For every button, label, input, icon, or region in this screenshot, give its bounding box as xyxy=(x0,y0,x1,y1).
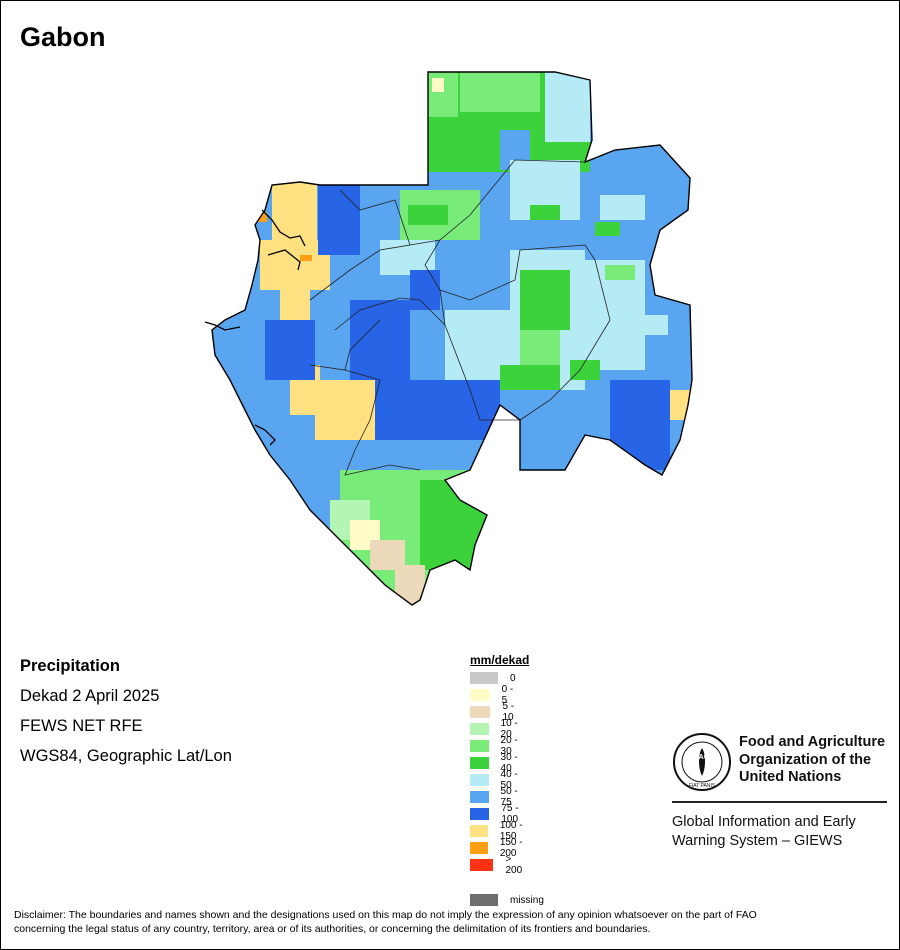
fao-logo-motto: FIAT PANIS xyxy=(689,783,716,789)
rainfall-75-100 xyxy=(318,185,360,255)
legend-label: 30 - 40 xyxy=(500,752,518,774)
legend-swatch xyxy=(470,859,494,871)
legend-item: 0 xyxy=(470,671,516,685)
map-title: Gabon xyxy=(20,22,106,52)
legend-label: 0 - 5 xyxy=(501,684,514,706)
legend-item: 75 - 100 xyxy=(470,803,527,825)
province-boundaries xyxy=(309,159,611,476)
legend-label: missing xyxy=(510,894,544,906)
rainfall-30-40 xyxy=(408,205,448,225)
legend-swatch xyxy=(470,791,489,803)
rainfall-40-50 xyxy=(628,315,668,335)
province-boundary xyxy=(409,159,586,246)
fao-name-line: Organization of the xyxy=(739,751,872,768)
period-label: Dekad 2 April 2025 xyxy=(20,687,160,705)
fao-name-line: United Nations xyxy=(739,769,842,785)
legend-item: 50 - 75 xyxy=(470,786,521,808)
rainfall-20-30 xyxy=(520,330,560,370)
coastline-details xyxy=(204,209,306,446)
legend-item: 100 - 150 xyxy=(470,820,527,842)
rainfall-75-100 xyxy=(375,380,500,440)
legend-label: 20 - 30 xyxy=(500,735,518,757)
legend-item: 20 - 30 xyxy=(470,735,521,757)
legend-swatch xyxy=(470,808,490,820)
rainfall-100-150 xyxy=(670,390,690,420)
rainfall-30-40 xyxy=(520,270,570,330)
rainfall-100-150 xyxy=(272,180,317,240)
disclaimer: Disclaimer: The boundaries and names sho… xyxy=(14,908,889,936)
source-label: FEWS NET RFE xyxy=(20,717,143,735)
province-boundary xyxy=(439,244,596,301)
legend-item: > 200 xyxy=(470,854,527,876)
giews-line: Warning System – GIEWS xyxy=(672,833,843,849)
legend-swatch xyxy=(470,757,489,769)
rainfall-40-50 xyxy=(600,195,645,220)
province-boundary xyxy=(519,259,611,421)
rainfall-20-30 xyxy=(460,72,540,112)
province-boundary xyxy=(334,239,446,331)
legend-label: 75 - 100 xyxy=(501,803,519,825)
legend-swatch xyxy=(470,894,498,906)
rainfall-150-200 xyxy=(300,255,312,261)
legend-item: 5 - 10 xyxy=(470,701,521,723)
rainfall-100-150 xyxy=(315,380,375,440)
legend-swatch xyxy=(470,842,488,854)
giews-name: Global Information and Early Warning Sys… xyxy=(672,813,856,851)
province-boundary xyxy=(344,369,421,476)
rainfall-20-30 xyxy=(605,265,635,280)
rainfall-40-50 xyxy=(545,72,590,142)
legend-swatch xyxy=(470,825,488,837)
legend-label: 10 - 20 xyxy=(500,718,518,740)
rainfall-100-150 xyxy=(280,290,310,325)
rainfall-75-100 xyxy=(610,380,670,470)
legend-swatch xyxy=(470,740,489,752)
legend-item: 30 - 40 xyxy=(470,752,521,774)
legend-title: mm/dekad xyxy=(470,653,530,667)
giews-line: Global Information and Early xyxy=(672,814,856,830)
rainfall-grid xyxy=(212,72,692,605)
legend-label: 100 - 150 xyxy=(499,820,523,842)
fao-logo: FAO FIAT PANIS xyxy=(673,733,731,791)
legend-label: 0 xyxy=(510,672,516,684)
legend-item: 0 - 5 xyxy=(470,684,516,706)
legend-swatch xyxy=(470,774,489,786)
province-boundary xyxy=(309,319,381,371)
legend-item: 150 - 200 xyxy=(470,837,527,859)
rainfall-0-5 xyxy=(432,78,444,92)
rainfall-75-100 xyxy=(265,320,315,380)
divider xyxy=(672,801,887,803)
province-boundary xyxy=(444,324,520,421)
legend-swatch xyxy=(470,672,498,684)
legend-swatch xyxy=(470,706,491,718)
legend-item: 10 - 20 xyxy=(470,718,521,740)
legend-label: 50 - 75 xyxy=(500,786,518,808)
disclaimer-line: Disclaimer: The boundaries and names sho… xyxy=(14,909,757,921)
legend-label: 150 - 200 xyxy=(499,837,523,859)
disclaimer-line: concerning the legal status of any count… xyxy=(14,923,651,935)
fao-name-line: Food and Agriculture xyxy=(739,734,886,750)
variable-label: Precipitation xyxy=(20,657,120,675)
rainfall-30-40 xyxy=(530,205,560,220)
legend-label: 40 - 50 xyxy=(500,769,518,791)
rainfall-30-40 xyxy=(570,360,600,380)
projection-label: WGS84, Geographic Lat/Lon xyxy=(20,747,232,765)
fao-logo-text: FAO xyxy=(695,754,710,761)
rainfall-75-100 xyxy=(410,270,440,310)
fao-name: Food and Agriculture Organization of the… xyxy=(739,734,885,787)
legend-swatch xyxy=(470,689,490,701)
legend-swatch xyxy=(470,723,489,735)
rainfall-30-40 xyxy=(500,365,560,390)
legend-item: 40 - 50 xyxy=(470,769,521,791)
legend-item: missing xyxy=(470,893,544,907)
legend-label: > 200 xyxy=(505,854,523,876)
rainfall-75-100 xyxy=(350,300,410,380)
rainfall-40-50 xyxy=(380,240,435,275)
legend-label: 5 - 10 xyxy=(502,701,515,723)
rainfall-30-40 xyxy=(595,222,620,236)
